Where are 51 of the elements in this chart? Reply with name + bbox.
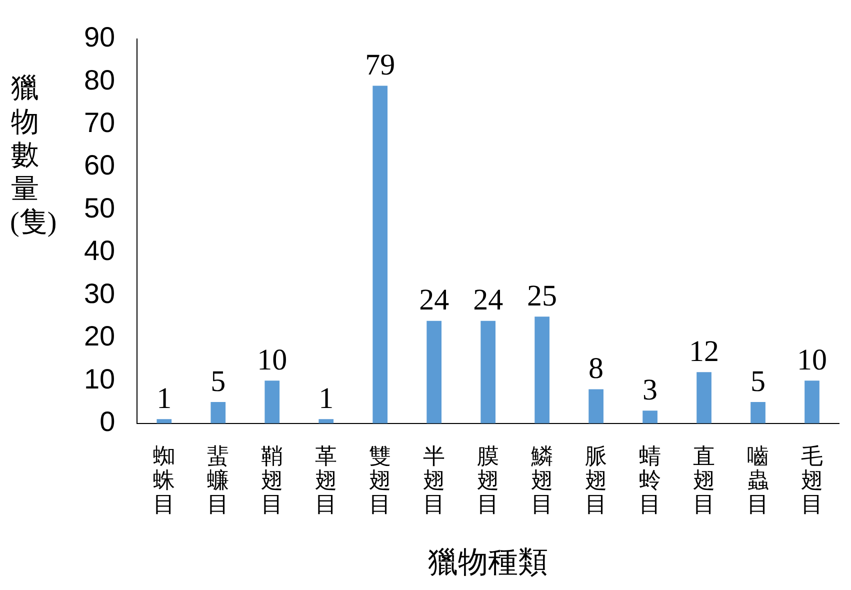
data-label: 8 [588, 352, 604, 386]
y-tick-label: 90 [84, 22, 116, 53]
data-label: 24 [419, 284, 450, 317]
data-label: 5 [210, 364, 226, 398]
data-label: 3 [642, 373, 658, 406]
x-tick-label: 半翅目 [423, 443, 446, 517]
x-tick-label: 膜翅目 [477, 443, 500, 517]
x-tick-label: 脈翅目 [585, 443, 608, 517]
bar [750, 402, 766, 424]
bar [426, 320, 442, 424]
bar [372, 86, 388, 424]
x-tick-label: 毛翅目 [801, 443, 824, 517]
bar [264, 380, 280, 424]
x-tick-label: 直翅目 [693, 443, 716, 517]
x-tick-label: 蜚蠊目 [207, 443, 230, 517]
bar [642, 410, 658, 424]
y-tick-label: 80 [84, 64, 116, 96]
data-label: 1 [156, 382, 172, 415]
x-axis-title: 獵物種類 [428, 546, 548, 579]
y-axis-title: 獵物數量(隻) [10, 72, 57, 240]
data-label: 5 [750, 364, 766, 398]
y-tick-label: 60 [84, 150, 116, 181]
x-tick-label: 雙翅目 [369, 443, 392, 517]
x-tick-label: 鱗翅目 [531, 443, 554, 517]
y-tick-label: 20 [84, 320, 116, 352]
data-label: 12 [689, 334, 720, 368]
data-label: 24 [473, 284, 504, 317]
data-label: 10 [797, 344, 828, 377]
bar [480, 320, 496, 424]
bar [318, 419, 334, 424]
data-label: 1 [318, 382, 334, 415]
x-tick-label: 鞘翅目 [261, 443, 284, 517]
bar [804, 380, 820, 424]
data-label: 79 [365, 48, 396, 82]
x-tick-label: 蜻蛉目 [639, 443, 662, 517]
x-tick-label: 蜘蛛目 [153, 443, 176, 517]
y-tick-label: 40 [84, 235, 116, 266]
y-tick-label: 10 [84, 363, 116, 394]
y-tick-label: 30 [84, 278, 116, 309]
bar [156, 419, 172, 424]
x-tick-label: 嚙蟲目 [747, 443, 770, 517]
bar [210, 402, 226, 424]
y-tick-label: 0 [100, 406, 116, 438]
y-tick-label: 70 [84, 106, 116, 138]
bar [534, 316, 550, 424]
bar [588, 389, 604, 424]
data-label: 25 [527, 279, 558, 312]
x-tick-label: 革翅目 [315, 443, 338, 517]
data-label: 10 [257, 344, 288, 377]
bar [696, 372, 712, 424]
y-tick-label: 50 [84, 192, 116, 224]
